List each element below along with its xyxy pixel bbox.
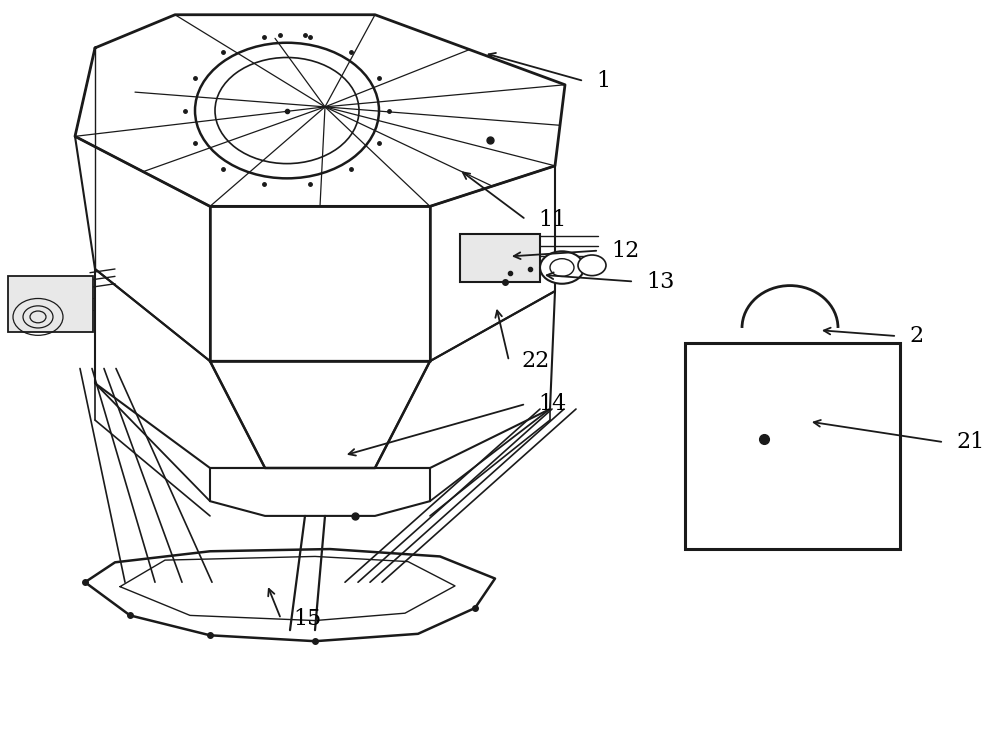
Text: 13: 13 <box>646 270 674 293</box>
Text: 12: 12 <box>611 240 639 262</box>
Bar <box>460 234 540 282</box>
Circle shape <box>540 251 584 284</box>
Text: 2: 2 <box>909 325 923 347</box>
Text: 21: 21 <box>956 431 984 453</box>
Text: 15: 15 <box>293 608 321 630</box>
Bar <box>8 276 93 332</box>
Text: 11: 11 <box>538 209 566 231</box>
Text: 14: 14 <box>538 393 566 415</box>
Text: 1: 1 <box>596 70 610 92</box>
Circle shape <box>578 255 606 276</box>
Text: 22: 22 <box>521 350 549 372</box>
Bar <box>685 343 900 549</box>
